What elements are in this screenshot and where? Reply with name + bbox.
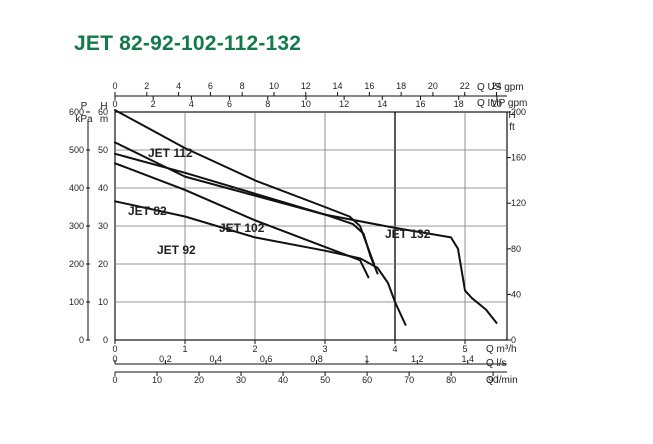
chart-title: JET 82-92-102-112-132 [74, 32, 302, 55]
ls-unit-label: Q l/s [486, 358, 507, 369]
kpa-tick-label: 100 [69, 297, 84, 307]
hm-tick-label: 50 [98, 145, 108, 155]
imp-gpm-tick-label: 16 [415, 99, 425, 109]
ls-tick-label: 0,4 [210, 354, 223, 364]
hm-tick-label: 0 [103, 335, 108, 345]
ls-tick-label: 0,8 [310, 354, 323, 364]
lmin-tick-label: 80 [446, 375, 456, 385]
us-gpm-tick-label: 2 [144, 81, 149, 91]
hm-tick-label: 30 [98, 221, 108, 231]
ls-tick-label: 0,6 [260, 354, 273, 364]
lmin-tick-label: 70 [404, 375, 414, 385]
kpa-tick-label: 300 [69, 221, 84, 231]
hm-tick-label: 20 [98, 259, 108, 269]
curve-label-jet-82: JET 82 [128, 204, 167, 218]
lmin-tick-label: 90 [488, 375, 498, 385]
hft-axis-title: ft [509, 122, 515, 133]
hft-tick-label: 40 [511, 289, 521, 299]
m3h-tick-label: 3 [322, 344, 327, 354]
kpa-tick-label: 600 [69, 107, 84, 117]
kpa-tick-label: 200 [69, 259, 84, 269]
m3h-tick-label: 5 [462, 344, 467, 354]
hm-tick-label: 40 [98, 183, 108, 193]
imp-gpm-tick-label: 6 [227, 99, 232, 109]
us-gpm-tick-label: 4 [176, 81, 181, 91]
curve-label-jet-112: JET 112 [148, 146, 193, 160]
lmin-tick-label: 40 [278, 375, 288, 385]
imp-gpm-tick-label: 8 [265, 99, 270, 109]
lmin-tick-label: 20 [194, 375, 204, 385]
us-gpm-tick-label: 16 [364, 81, 374, 91]
ls-tick-label: 0 [112, 354, 117, 364]
ls-tick-label: 1 [364, 354, 369, 364]
imp-gpm-tick-label: 18 [454, 99, 464, 109]
kpa-tick-label: 400 [69, 183, 84, 193]
curve-layer [114, 109, 498, 326]
us-gpm-tick-label: 22 [460, 81, 470, 91]
us-gpm-tick-label: 6 [208, 81, 213, 91]
us-gpm-tick-label: 14 [333, 81, 343, 91]
curve-jet-132 [114, 141, 498, 324]
ls-tick-label: 1,4 [461, 354, 474, 364]
lmin-tick-label: 10 [152, 375, 162, 385]
curve-label-jet-102: JET 102 [219, 221, 265, 235]
imp-gpm-tick-label: 10 [301, 99, 311, 109]
m3h-tick-label: 1 [182, 344, 187, 354]
curve-jet-92 [114, 200, 407, 326]
curve-jet-82 [114, 162, 370, 279]
curve-jet-112 [114, 109, 375, 265]
hft-tick-label: 120 [511, 198, 526, 208]
us-gpm-tick-label: 12 [301, 81, 311, 91]
imp-gpm-tick-label: 12 [339, 99, 349, 109]
kpa-axis-title: kPa [75, 114, 93, 125]
m3h-tick-label: 4 [392, 344, 397, 354]
us-gpm-tick-label: 10 [269, 81, 279, 91]
us-gpm-unit-label: Q US gpm [477, 82, 524, 93]
us-gpm-tick-label: 8 [240, 81, 245, 91]
imp-gpm-tick-label: 20 [492, 99, 502, 109]
hft-axis-title-top: H [508, 110, 515, 121]
us-gpm-tick-label: 18 [396, 81, 406, 91]
us-gpm-tick-label: 0 [112, 81, 117, 91]
hm-axis-title: m [100, 114, 108, 125]
imp-gpm-tick-label: 14 [377, 99, 387, 109]
hft-tick-label: 200 [511, 107, 526, 117]
imp-gpm-tick-label: 2 [151, 99, 156, 109]
lmin-tick-label: 60 [362, 375, 372, 385]
curve-label-jet-92: JET 92 [157, 243, 196, 257]
label-layer: JET 82 JET 92 JET 102 JET 112 JET 132 [128, 146, 431, 257]
us-gpm-tick-label: 24 [492, 81, 502, 91]
lmin-tick-label: 0 [112, 375, 117, 385]
imp-gpm-unit-label: Q IMP gpm [477, 98, 527, 109]
imp-gpm-tick-label: 0 [112, 99, 117, 109]
lmin-tick-label: 50 [320, 375, 330, 385]
curve-label-jet-132: JET 132 [385, 227, 431, 241]
hft-tick-label: 0 [511, 335, 516, 345]
hft-tick-label: 160 [511, 153, 526, 163]
kpa-tick-label: 500 [69, 145, 84, 155]
kpa-axis-title-top: P [81, 101, 88, 112]
hm-tick-label: 10 [98, 297, 108, 307]
lmin-tick-label: 30 [236, 375, 246, 385]
ls-tick-label: 0,2 [159, 354, 172, 364]
ls-tick-label: 1,2 [411, 354, 424, 364]
lmin-unit-label: Q l/min [486, 375, 518, 386]
hft-tick-label: 80 [511, 244, 521, 254]
kpa-tick-label: 0 [79, 335, 84, 345]
hm-tick-label: 60 [98, 107, 108, 117]
us-gpm-tick-label: 20 [428, 81, 438, 91]
imp-gpm-tick-label: 4 [189, 99, 194, 109]
m3h-tick-label: 2 [252, 344, 257, 354]
m3h-tick-label: 0 [112, 344, 117, 354]
m3h-unit-label: Q m³/h [486, 344, 517, 355]
hm-axis-title-top: H [100, 101, 107, 112]
